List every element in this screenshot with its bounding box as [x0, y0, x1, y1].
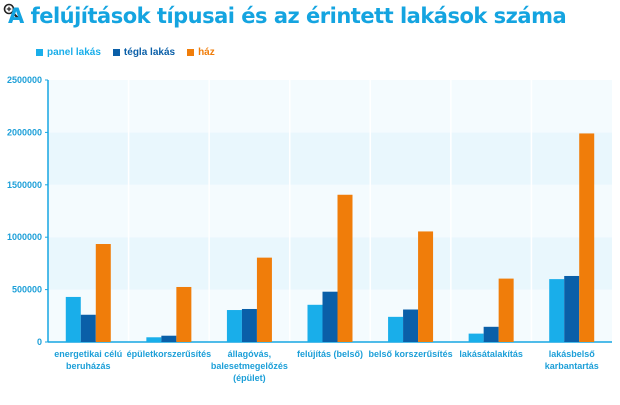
bar: [322, 291, 338, 342]
y-tick-label: 1000000: [7, 232, 42, 242]
grid-band: [48, 237, 612, 290]
bar: [564, 275, 580, 342]
x-tick-label: épületkorszerűsítés: [127, 349, 212, 359]
grid-band: [48, 80, 612, 133]
bar: [549, 279, 565, 342]
legend-swatch: [112, 49, 120, 56]
legend-item: ház: [187, 47, 215, 58]
y-tick-label: 500000: [12, 285, 42, 295]
grid-band: [48, 184, 612, 238]
bar: [80, 314, 96, 342]
y-tick-label: 1500000: [7, 180, 42, 190]
x-tick-label-line: épületkorszerűsítés: [127, 349, 212, 359]
y-tick-label: 0: [37, 337, 42, 347]
y-tick-label: 2500000: [7, 75, 42, 85]
bar: [498, 278, 514, 342]
x-tick-label-line: lakásátalakítás: [459, 349, 523, 359]
x-tick-label-line: belső korszerűsítés: [369, 349, 453, 359]
bar: [418, 231, 434, 342]
x-tick-label-line: balesetmegelőzés: [211, 361, 288, 371]
chart-legend: panel lakás tégla lakás ház: [36, 47, 215, 58]
legend-swatch: [187, 49, 195, 56]
bar: [161, 335, 177, 342]
legend-label: panel lakás: [47, 47, 101, 58]
x-tick-label-line: állagóvás,: [228, 349, 272, 359]
x-tick-label-line: karbantartás: [545, 361, 599, 371]
x-tick-label: állagóvás, balesetmegelőzés (épület): [211, 349, 288, 383]
x-tick-label-line: felújítás (belső): [297, 349, 363, 359]
x-tick-label: energetikai célú beruházás: [54, 349, 122, 371]
legend-item: panel lakás: [36, 47, 101, 58]
bar: [95, 244, 111, 342]
bar: [65, 296, 81, 342]
legend-swatch: [36, 49, 43, 56]
y-tick-label: 2000000: [7, 127, 42, 137]
legend-item: tégla lakás: [112, 47, 176, 58]
bar: [146, 337, 162, 342]
x-tick-label: felújítás (belső): [297, 349, 363, 359]
x-tick-label: belső korszerűsítés: [369, 349, 453, 359]
bar: [256, 257, 272, 342]
x-tick-label-line: energetikai célú: [54, 349, 122, 359]
x-tick-label: lakásbelső karbantartás: [545, 349, 599, 371]
bar: [226, 310, 242, 342]
bar: [337, 194, 353, 342]
bar: [307, 304, 323, 342]
bar: [579, 133, 595, 342]
chart-title: A felújítások típusai és az érintett lak…: [8, 4, 567, 28]
bar: [483, 326, 499, 342]
bar: [403, 309, 419, 342]
bar: [176, 286, 192, 342]
x-tick-label-line: (épület): [233, 373, 266, 383]
bar: [388, 316, 404, 342]
x-tick-label-line: lakásbelső: [549, 349, 596, 359]
x-tick-label: lakásátalakítás: [459, 349, 523, 359]
magnifier-icon[interactable]: [2, 2, 20, 20]
legend-label: tégla lakás: [123, 47, 176, 58]
grid-band: [48, 132, 612, 185]
legend-label: ház: [198, 47, 215, 58]
x-tick-label-line: beruházás: [66, 361, 111, 371]
bar: [468, 333, 484, 342]
bar: [241, 308, 257, 342]
